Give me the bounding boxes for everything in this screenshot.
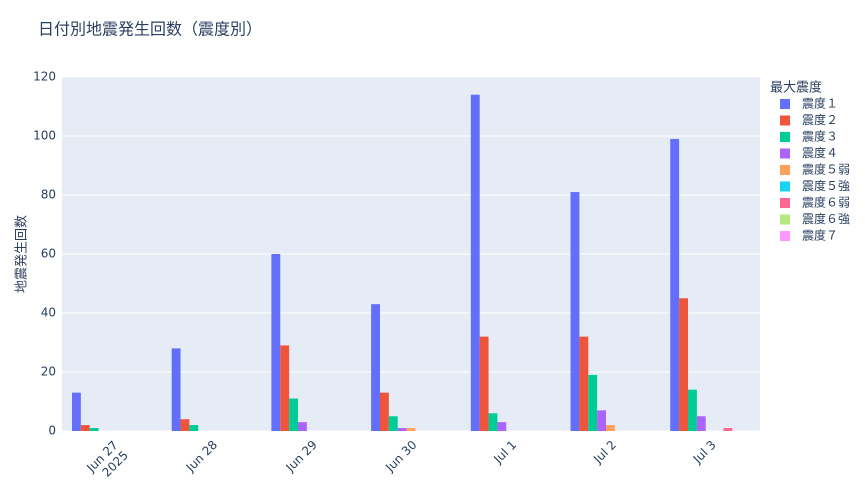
- legend-swatch: [780, 181, 790, 192]
- legend-swatch: [780, 148, 790, 159]
- legend-title: 最大震度: [770, 80, 822, 96]
- legend-swatch: [780, 99, 790, 109]
- legend-swatch: [780, 132, 790, 142]
- legend-label: 震度５強: [802, 178, 850, 193]
- bar: [80, 425, 90, 431]
- legend-swatch: [780, 231, 790, 241]
- y-tick-label: 40: [41, 306, 56, 320]
- bar: [271, 254, 281, 431]
- bar: [670, 138, 680, 431]
- bar: [470, 94, 480, 431]
- bar: [679, 298, 688, 431]
- y-axis-label: 地震発生回数: [15, 215, 30, 293]
- legend-swatch: [780, 198, 790, 208]
- y-tick-label: 80: [41, 188, 56, 202]
- y-tick-label: 100: [33, 129, 56, 143]
- legend-label: 震度５弱: [802, 162, 850, 177]
- bar: [388, 416, 398, 431]
- legend-swatch: [780, 165, 790, 175]
- bar: [597, 410, 606, 431]
- legend-label: 震度７: [802, 228, 838, 243]
- bar: [180, 419, 190, 431]
- x-tick-label: Jun 29: [283, 438, 320, 475]
- bar: [579, 336, 589, 431]
- bar: [289, 398, 298, 431]
- bar: [605, 425, 615, 431]
- bar: [479, 336, 489, 431]
- x-tick-label: Jun 30: [382, 438, 419, 475]
- legend-label: 震度３: [802, 129, 838, 144]
- legend-swatch: [780, 214, 790, 225]
- x-tick-label: Jun 272025: [83, 438, 131, 480]
- bar: [397, 428, 407, 431]
- bar: [488, 413, 498, 431]
- bar: [687, 389, 697, 431]
- legend-label: 震度６強: [802, 211, 850, 226]
- bar: [497, 422, 507, 431]
- legend-label: 震度６弱: [802, 195, 850, 210]
- bar: [171, 348, 181, 431]
- bar: [723, 428, 733, 431]
- legend-label: 震度１: [802, 96, 838, 111]
- bar: [570, 192, 580, 431]
- y-tick-label: 0: [48, 424, 56, 438]
- y-tick-label: 120: [33, 70, 56, 84]
- x-tick-label: Jul 2: [590, 438, 619, 467]
- bar: [406, 428, 416, 431]
- legend-label: 震度４: [802, 145, 838, 160]
- x-tick-label: Jun 28: [183, 438, 220, 475]
- legend-swatch: [780, 115, 790, 126]
- bar: [696, 416, 706, 431]
- bar: [379, 392, 389, 431]
- x-tick-label: Jul 3: [690, 438, 719, 467]
- bar: [371, 304, 380, 431]
- y-tick-label: 60: [41, 247, 56, 261]
- x-tick-label: Jul 1: [490, 438, 519, 467]
- bar: [297, 422, 307, 431]
- y-tick-label: 20: [41, 365, 56, 379]
- legend-label: 震度２: [802, 112, 838, 127]
- bar: [189, 425, 199, 431]
- bar: [89, 428, 99, 431]
- bar: [71, 392, 81, 431]
- bar: [280, 345, 290, 431]
- chart-title: 日付別地震発生回数（震度別）: [38, 20, 262, 39]
- bar: [588, 374, 598, 431]
